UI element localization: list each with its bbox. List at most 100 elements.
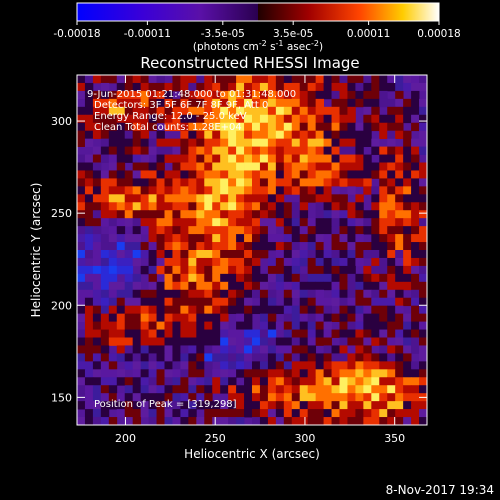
- heatmap-cell: [172, 75, 181, 84]
- heatmap-cell: [92, 234, 102, 243]
- heatmap-cell: [92, 313, 102, 322]
- heatmap-cell: [124, 401, 134, 410]
- heatmap-cell: [419, 353, 427, 362]
- heatmap-cell: [116, 281, 126, 291]
- heatmap-cell: [92, 106, 102, 116]
- heatmap-cell: [275, 210, 285, 219]
- heatmap-cell: [100, 122, 110, 132]
- heatmap-cell: [124, 186, 134, 195]
- heatmap-cell: [259, 82, 269, 92]
- heatmap-cell: [148, 393, 157, 402]
- heatmap-cell: [275, 281, 285, 291]
- heatmap-cell: [220, 218, 229, 227]
- heatmap-cell: [323, 321, 332, 330]
- heatmap-cell: [180, 313, 189, 322]
- heatmap-cell: [252, 361, 261, 370]
- heatmap-cell: [100, 385, 110, 394]
- heatmap-cell: [124, 106, 134, 116]
- heatmap-cell: [100, 305, 110, 315]
- heatmap-cell: [124, 250, 134, 259]
- heatmap-cell: [411, 297, 420, 307]
- heatmap-cell: [220, 98, 229, 108]
- heatmap-cell: [419, 170, 427, 179]
- heatmap-cell: [100, 313, 110, 322]
- heatmap-cell: [267, 114, 277, 124]
- heatmap-cell: [387, 226, 396, 235]
- heatmap-cell: [323, 393, 332, 402]
- heatmap-cell: [283, 162, 293, 171]
- heatmap-cell: [315, 297, 324, 307]
- heatmap-cell: [124, 337, 134, 346]
- heatmap-cell: [212, 417, 221, 425]
- heatmap-cell: [419, 162, 427, 171]
- heatmap-cell: [140, 194, 149, 203]
- heatmap-cell: [339, 178, 348, 187]
- heatmap-cell: [267, 377, 277, 386]
- heatmap-cell: [244, 337, 253, 346]
- colorbar-ticks: -0.00018 -0.00011 -3.5e-05 3.5e-05 0.00011 0.…: [53, 21, 461, 40]
- heatmap-cell: [355, 82, 364, 92]
- heatmap-cell: [244, 122, 253, 132]
- heatmap-cell: [291, 122, 301, 132]
- heatmap-cell: [84, 369, 94, 378]
- heatmap-cell: [164, 401, 173, 410]
- heatmap-cell: [244, 202, 253, 211]
- heatmap-cell: [236, 186, 245, 195]
- heatmap-cell: [244, 162, 253, 171]
- heatmap-cell: [148, 226, 157, 235]
- heatmap-cell: [363, 130, 372, 140]
- heatmap-cell: [156, 393, 165, 402]
- heatmap-cell: [323, 218, 332, 227]
- heatmap-cell: [291, 226, 301, 235]
- heatmap-cell: [164, 122, 173, 132]
- heatmap-cell: [419, 186, 427, 195]
- heatmap-cell: [403, 409, 412, 418]
- heatmap-cell: [323, 226, 332, 235]
- heatmap-cell: [387, 178, 396, 187]
- heatmap-cell: [148, 417, 157, 425]
- heatmap-cell: [84, 90, 94, 100]
- heatmap-cell: [172, 273, 181, 283]
- heatmap-cell: [228, 265, 237, 275]
- heatmap-cell: [379, 250, 388, 259]
- heatmap-cell: [267, 297, 277, 307]
- heatmap-cell: [299, 242, 309, 251]
- heatmap-cell: [252, 90, 261, 100]
- heatmap-cell: [124, 194, 134, 203]
- heatmap-cell: [395, 178, 404, 187]
- heatmap-cell: [347, 178, 356, 187]
- heatmap-cell: [188, 313, 197, 322]
- heatmap-cell: [188, 194, 197, 203]
- heatmap-cell: [77, 401, 86, 410]
- heatmap-cell: [132, 401, 142, 410]
- heatmap-cell: [371, 401, 380, 410]
- heatmap-cell: [164, 170, 173, 179]
- heatmap-cell: [275, 401, 285, 410]
- heatmap-cell: [395, 122, 404, 132]
- heatmap-cell: [180, 186, 189, 195]
- heatmap-cell: [212, 194, 221, 203]
- heatmap-cell: [244, 265, 253, 275]
- heatmap-cell: [156, 281, 165, 291]
- heatmap-cell: [283, 329, 293, 338]
- heatmap-cell: [140, 106, 149, 116]
- heatmap-cell: [331, 242, 340, 251]
- heatmap-cell: [419, 234, 427, 243]
- heatmap-cell: [299, 305, 309, 315]
- heatmap-cell: [188, 265, 197, 275]
- heatmap-cell: [355, 417, 364, 425]
- heatmap-cell: [132, 82, 142, 92]
- heatmap-cell: [339, 146, 348, 155]
- heatmap-cell: [116, 242, 126, 251]
- heatmap-cell: [252, 305, 261, 315]
- heatmap-cell: [196, 385, 205, 394]
- heatmap-cell: [77, 257, 86, 267]
- heatmap-cell: [92, 281, 102, 291]
- heatmap-cell: [156, 401, 165, 410]
- heatmap-cell: [236, 122, 245, 132]
- heatmap-cell: [315, 377, 324, 386]
- heatmap-cell: [148, 345, 157, 354]
- heatmap-cell: [315, 82, 324, 92]
- heatmap-cell: [116, 202, 126, 211]
- heatmap-cell: [411, 409, 420, 418]
